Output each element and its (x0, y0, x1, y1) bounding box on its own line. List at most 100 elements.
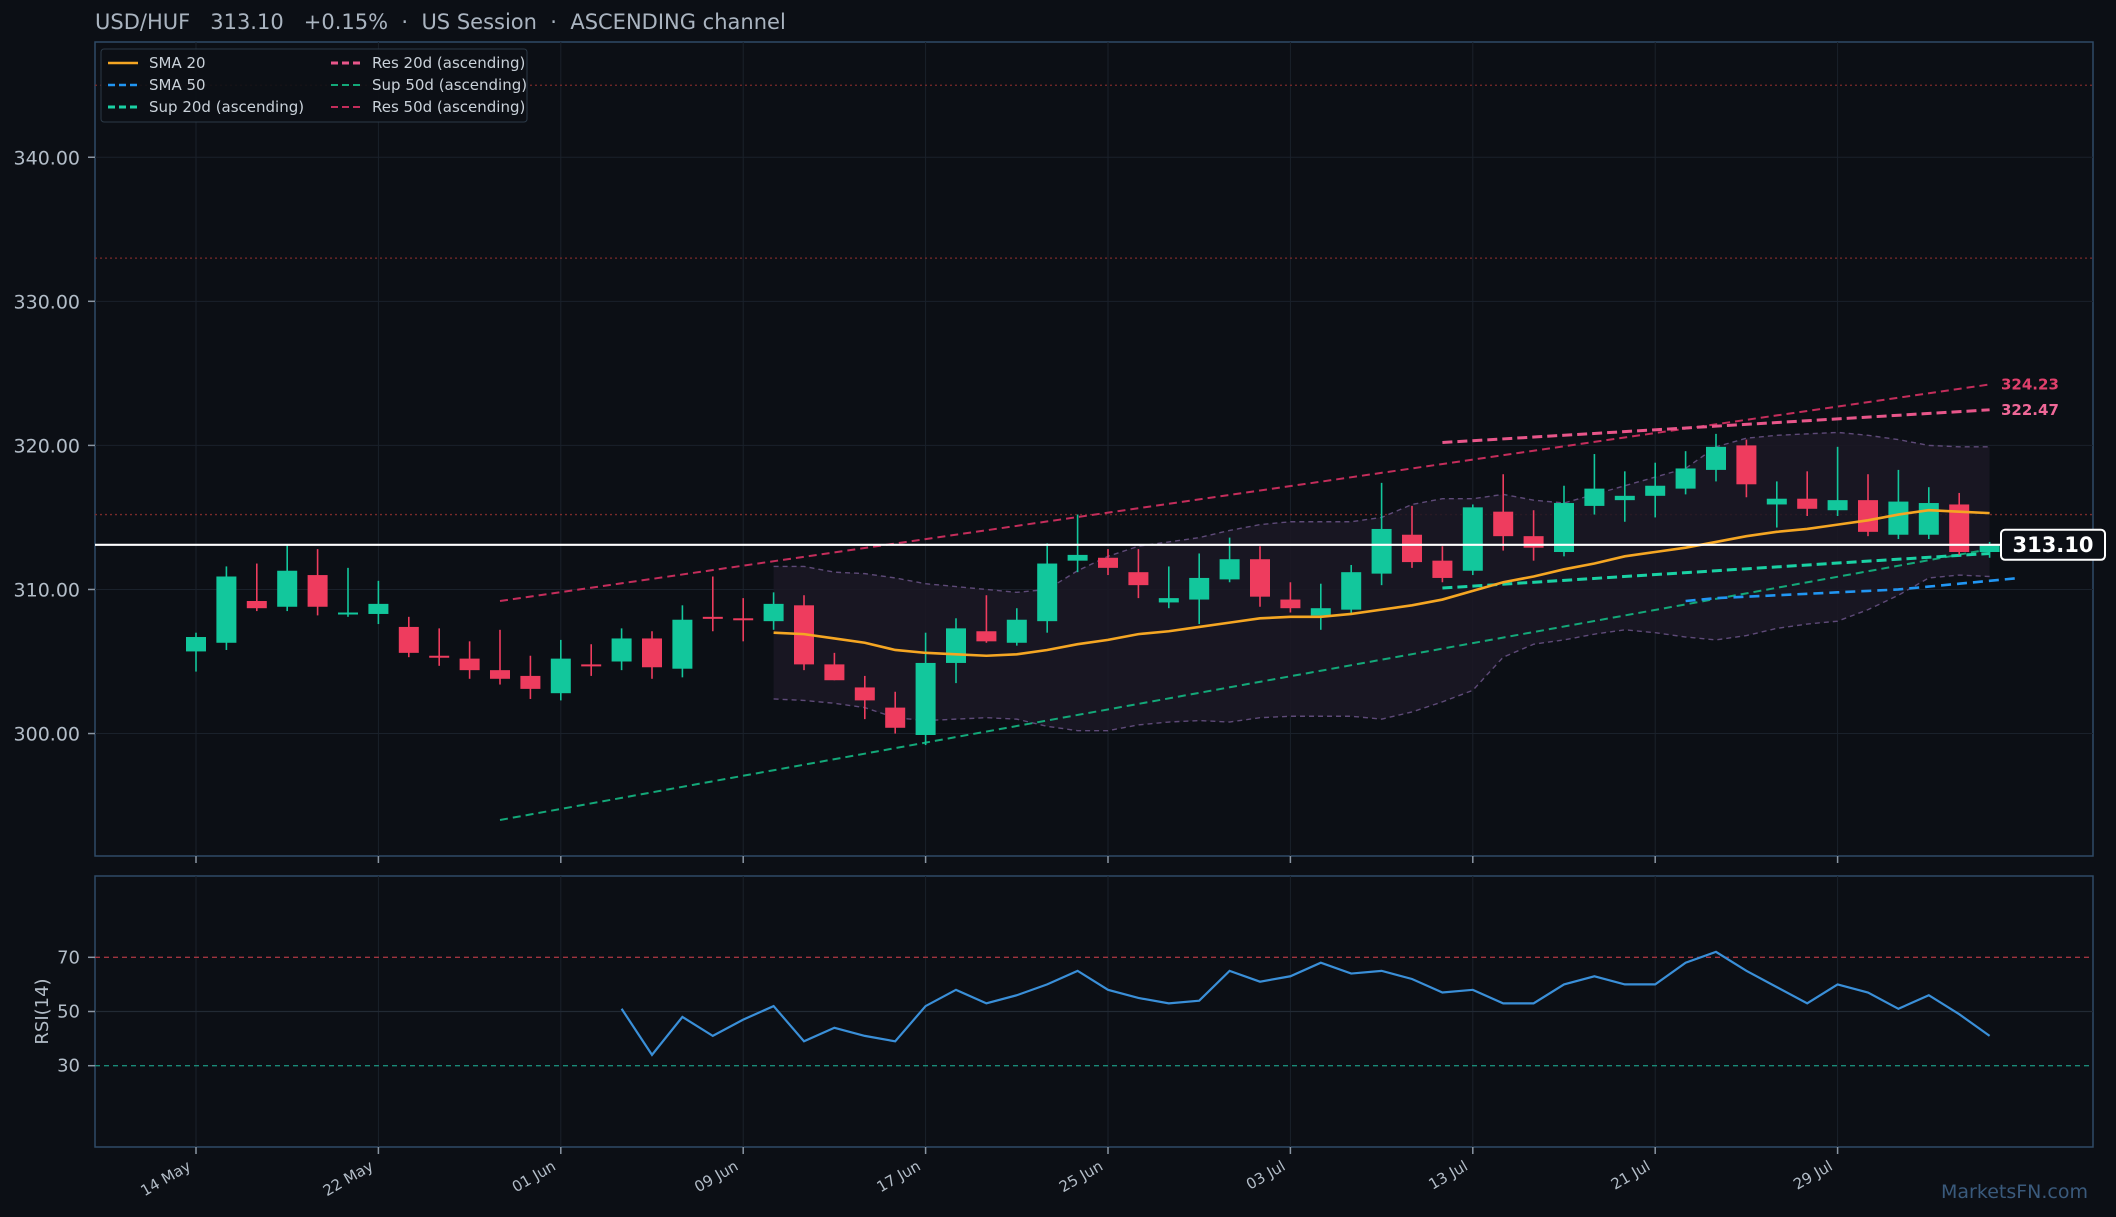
candle-down (1098, 557, 1118, 568)
candle-up (915, 662, 936, 735)
y-tick-label: 300.00 (14, 724, 80, 746)
x-tick-label: 14 May (137, 1157, 194, 1200)
resistance-50d-line (499, 383, 1990, 602)
candle-up (1645, 485, 1666, 496)
candle-up (216, 576, 237, 643)
candle-down (976, 631, 997, 642)
candle-down (490, 670, 510, 679)
candle-down (1736, 445, 1757, 485)
candle-up (1371, 528, 1392, 574)
candle-down (246, 600, 267, 609)
y-tick-label: 310.00 (14, 579, 80, 601)
candle-up (946, 628, 966, 663)
candle-down (429, 655, 450, 658)
chart-header: USD/HUF 313.10 +0.15% · US Session · ASC… (95, 10, 786, 34)
candle-down (885, 707, 906, 728)
rsi-axis-label: RSI(14) (32, 978, 53, 1044)
candle-down (733, 618, 754, 621)
x-tick-label: 09 Jun (691, 1157, 741, 1196)
candle-down (702, 616, 723, 619)
resistance-50d-label: 324.23 (2001, 375, 2059, 393)
candle-up (550, 658, 571, 694)
resistance-20d-label: 322.47 (2001, 401, 2059, 419)
channel-label: ASCENDING channel (570, 10, 786, 34)
candle-down (398, 626, 419, 653)
candle-up (338, 612, 358, 615)
candle-up (611, 638, 632, 662)
candle-up (672, 619, 693, 669)
bollinger-lower (773, 574, 1990, 732)
candle-down (1250, 559, 1270, 597)
watermark: MarketsFN.com (1941, 1181, 2088, 1203)
legend-label: SMA 20 (149, 54, 206, 72)
sma50-line (1685, 576, 2021, 603)
candle-down (854, 687, 875, 701)
candle-down (1128, 572, 1149, 586)
legend-label: Res 50d (ascending) (372, 98, 525, 116)
candle-up (763, 603, 784, 622)
candle-down (1493, 511, 1514, 537)
x-tick-label: 22 May (320, 1157, 377, 1200)
candle-up (1158, 598, 1179, 603)
candle-up (1766, 498, 1787, 505)
last-price-badge-label: 313.10 (2012, 533, 2093, 557)
candle-up (186, 637, 206, 652)
candle-up (1219, 559, 1240, 580)
support-20d-line (1442, 551, 1990, 590)
price-change: +0.15% (303, 10, 389, 34)
candle-down (307, 575, 328, 607)
rsi-line (620, 950, 1991, 1057)
last-price-badge (2000, 528, 2106, 561)
candle-down (1402, 534, 1422, 563)
candle-up (1675, 468, 1696, 489)
candle-down (1523, 536, 1544, 548)
candle-down (581, 664, 602, 667)
x-tick-label: 13 Jul (1425, 1157, 1470, 1194)
candle-up (277, 570, 298, 607)
resistance-20d-line (1442, 408, 1990, 445)
y-tick-label: 320.00 (14, 435, 80, 457)
candle-up (1341, 572, 1362, 610)
x-tick-label: 29 Jul (1790, 1157, 1835, 1194)
candle-up (1706, 446, 1726, 470)
candle-down (642, 638, 662, 668)
candle-up (1310, 608, 1331, 616)
legend-label: SMA 50 (149, 76, 206, 94)
x-tick-label: 21 Jul (1608, 1157, 1653, 1194)
x-tick-label: 25 Jun (1056, 1157, 1106, 1196)
candle-down (1858, 500, 1878, 532)
rsi-y-tick-label: 50 (57, 1002, 80, 1023)
candle-up (1037, 563, 1058, 622)
candle-up (1189, 577, 1210, 600)
candle-up (1979, 544, 2000, 553)
candle-down (1949, 504, 1970, 553)
legend-label: Sup 20d (ascending) (149, 98, 304, 116)
candle-up (1554, 503, 1574, 553)
legend-label: Sup 50d (ascending) (372, 76, 527, 94)
y-tick-label: 340.00 (14, 147, 80, 169)
candle-up (1888, 501, 1909, 535)
candle-up (1462, 507, 1483, 571)
session-label: US Session (421, 10, 537, 34)
candle-down (1280, 599, 1301, 609)
x-tick-label: 17 Jun (874, 1157, 924, 1196)
rsi-y-tick-label: 70 (57, 947, 80, 968)
candle-down (459, 658, 480, 671)
candle-down (520, 675, 541, 689)
candle-down (824, 664, 845, 681)
sma20-line (773, 508, 1990, 658)
candle-up (1067, 554, 1088, 561)
candle-up (1827, 500, 1848, 511)
legend-label: Res 20d (ascending) (372, 54, 525, 72)
last-price: 313.10 (210, 10, 284, 34)
candle-down (1432, 560, 1453, 578)
symbol: USD/HUF (95, 10, 191, 34)
candle-up (1006, 619, 1027, 643)
support-50d-line (499, 548, 1990, 821)
candle-up (1614, 495, 1635, 501)
y-tick-label: 330.00 (14, 291, 80, 313)
legend-box (100, 48, 528, 123)
legend: SMA 20 SMA 50 Sup 20d (ascending) Res 20d (… (100, 48, 528, 123)
candle-down (1797, 498, 1818, 509)
